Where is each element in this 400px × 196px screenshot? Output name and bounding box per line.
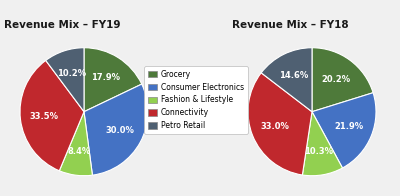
Wedge shape <box>84 48 142 112</box>
Wedge shape <box>20 60 84 171</box>
Text: 8.4%: 8.4% <box>67 147 90 156</box>
Text: Revenue Mix – FY19: Revenue Mix – FY19 <box>4 20 120 30</box>
Wedge shape <box>248 73 312 175</box>
Text: 33.5%: 33.5% <box>30 112 58 121</box>
Text: 21.9%: 21.9% <box>335 122 364 131</box>
Wedge shape <box>302 112 342 176</box>
Text: 20.2%: 20.2% <box>321 75 350 84</box>
Wedge shape <box>46 48 84 112</box>
Text: 17.9%: 17.9% <box>91 73 120 82</box>
Wedge shape <box>312 48 373 112</box>
Wedge shape <box>312 93 376 168</box>
Wedge shape <box>59 112 92 176</box>
Text: 33.0%: 33.0% <box>260 122 289 131</box>
Text: Revenue Mix – FY18: Revenue Mix – FY18 <box>232 20 349 30</box>
Legend: Grocery, Consumer Electronics, Fashion & Lifestyle, Connectivity, Petro Retail: Grocery, Consumer Electronics, Fashion &… <box>144 66 248 134</box>
Wedge shape <box>84 84 148 175</box>
Text: 14.6%: 14.6% <box>280 71 309 80</box>
Text: 10.3%: 10.3% <box>304 147 334 156</box>
Text: 10.2%: 10.2% <box>57 69 86 78</box>
Text: 30.0%: 30.0% <box>105 126 134 135</box>
Wedge shape <box>261 48 312 112</box>
